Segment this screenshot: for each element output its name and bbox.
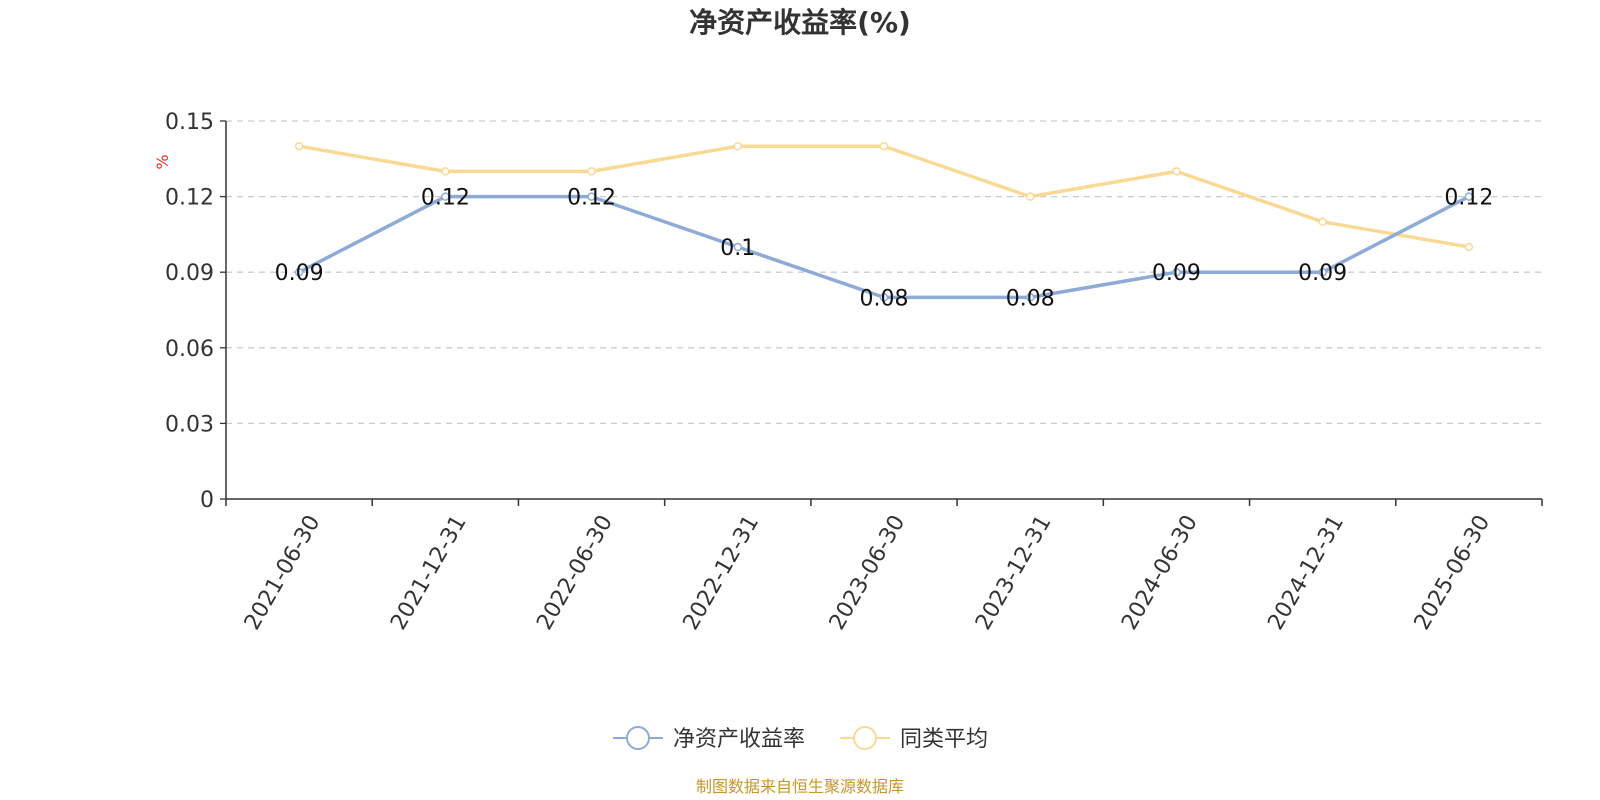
data-point[interactable] — [1464, 192, 1474, 201]
y-tick-label: 0.06 — [165, 337, 214, 362]
x-tick-label: 2025-06-30 — [1410, 511, 1496, 634]
x-tick-label: 2021-12-31 — [386, 511, 472, 634]
source-note: 制图数据来自恒生聚源数据库 — [696, 777, 904, 796]
x-tick-label: 2022-12-31 — [679, 511, 765, 634]
data-point[interactable] — [441, 192, 450, 201]
data-point[interactable] — [1025, 192, 1035, 201]
data-point[interactable] — [879, 293, 889, 302]
data-point[interactable] — [1318, 267, 1327, 277]
legend-item-1[interactable]: 同类平均 — [840, 726, 988, 752]
legend-marker-icon — [853, 726, 877, 750]
legend[interactable]: 净资产收益率 同类平均 — [613, 726, 988, 752]
x-tick-label: 2021-06-30 — [240, 511, 326, 634]
chart-title: 净资产收益率(%) — [689, 6, 911, 39]
data-label: 0.08 — [860, 286, 909, 311]
data-point[interactable] — [1464, 242, 1474, 252]
x-tick-label: 2023-06-30 — [825, 511, 911, 634]
data-label: 0.08 — [1006, 286, 1055, 311]
data-point[interactable] — [1025, 293, 1035, 302]
data-point[interactable] — [879, 141, 889, 151]
data-label: 0.09 — [1298, 261, 1347, 286]
legend-label: 同类平均 — [900, 727, 988, 752]
x-tick-label: 2023-12-31 — [971, 511, 1057, 634]
data-label: 0.09 — [1152, 261, 1201, 286]
y-tick-label: 0 — [200, 488, 214, 513]
data-point[interactable] — [294, 267, 304, 277]
data-point[interactable] — [587, 167, 596, 176]
x-tick-label: 2024-06-30 — [1117, 511, 1203, 634]
data-point[interactable] — [733, 141, 743, 151]
data-point[interactable] — [1318, 217, 1327, 227]
y-tick-label: 0.09 — [165, 261, 214, 286]
data-point[interactable] — [441, 167, 450, 176]
y-axis-ticks: 0 0.03 0.06 0.09 0.12 0.15 — [165, 110, 214, 513]
data-point[interactable] — [1172, 267, 1181, 277]
series-0 — [294, 192, 1474, 302]
axes — [220, 120, 1543, 506]
data-point[interactable] — [587, 192, 596, 201]
legend-item-0[interactable]: 净资产收益率 — [613, 726, 805, 752]
data-label: 0.12 — [567, 186, 616, 211]
series-1 — [294, 141, 1474, 252]
data-label: 0.1 — [720, 236, 755, 261]
data-label: 0.09 — [275, 261, 324, 286]
x-tick-label: 2022-06-30 — [532, 511, 618, 634]
y-tick-label: 0.03 — [165, 412, 214, 437]
data-point[interactable] — [733, 242, 743, 252]
data-point[interactable] — [1172, 167, 1181, 176]
legend-label: 净资产收益率 — [673, 727, 805, 752]
x-axis-ticks: 2021-06-30 2021-12-31 2022-06-30 2022-12-31… — [240, 511, 1495, 634]
data-label: 0.12 — [1444, 186, 1493, 211]
y-tick-label: 0.12 — [165, 186, 214, 211]
series-group: 0.09 0.12 0.12 0.1 0.08 0.08 0.09 0.09 0.12 — [275, 141, 1494, 312]
y-tick-label: 0.15 — [165, 110, 214, 135]
data-point[interactable] — [294, 141, 304, 151]
data-label: 0.12 — [421, 186, 470, 211]
legend-marker-icon — [626, 726, 650, 750]
y-axis-unit-label: % — [153, 154, 172, 169]
data-labels-0: 0.09 0.12 0.12 0.1 0.08 0.08 0.09 0.09 0.12 — [275, 186, 1494, 312]
x-tick-label: 2024-12-31 — [1263, 511, 1349, 634]
